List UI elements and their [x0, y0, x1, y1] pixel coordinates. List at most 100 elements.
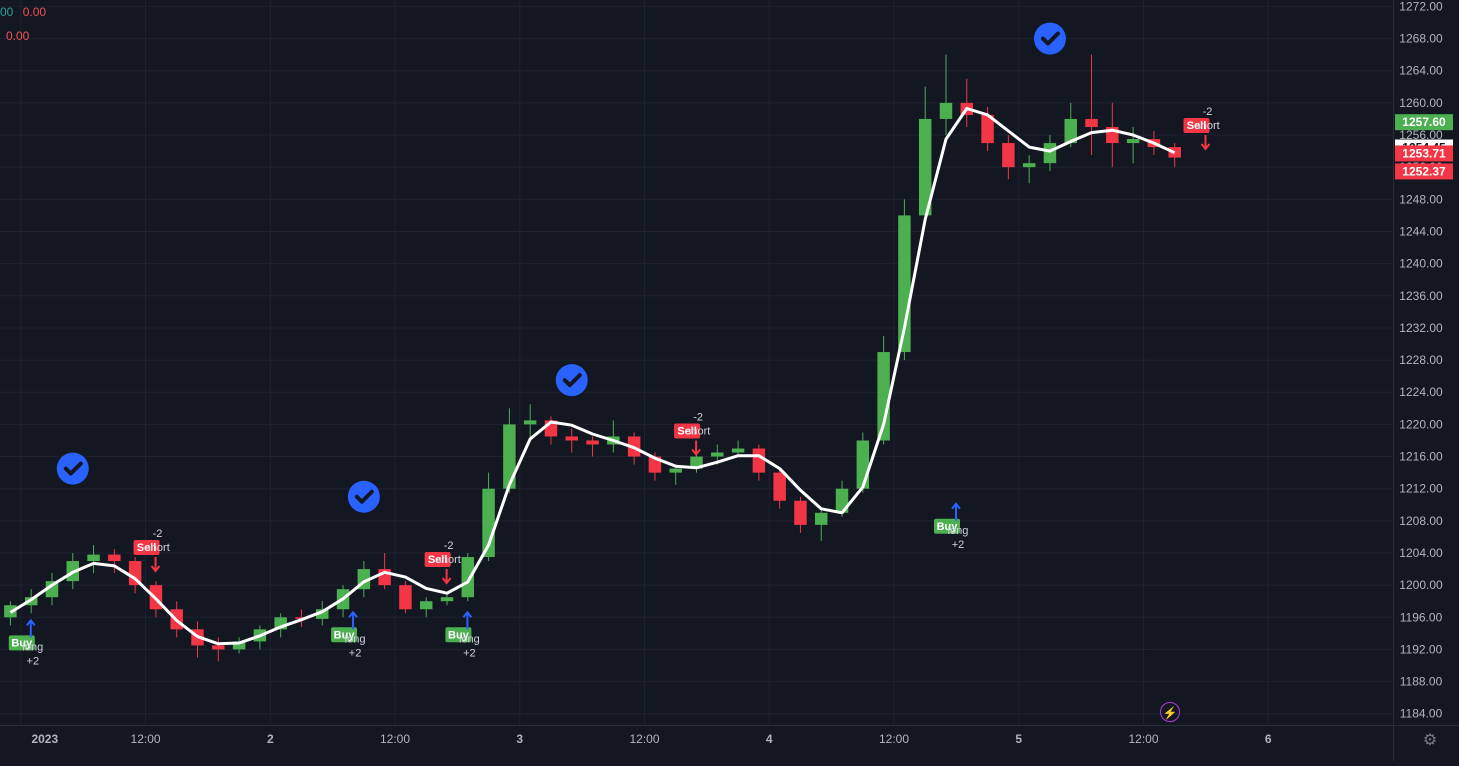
candle-body — [877, 352, 890, 441]
order-text: short — [145, 542, 169, 554]
y-tick-label: 1224.00 — [1399, 385, 1443, 399]
buy-arrow-icon — [951, 502, 961, 521]
x-tick-label: 12:00 — [380, 732, 410, 746]
buy-label-text: Buy — [937, 521, 959, 533]
order-text: long — [459, 633, 480, 645]
grid — [0, 0, 1393, 725]
order-text: short — [436, 554, 460, 566]
qty-text: -2 — [153, 528, 163, 540]
y-tick-label: 1268.00 — [1399, 32, 1443, 46]
sell-label-text: Sell — [137, 542, 157, 554]
lightning-icon[interactable]: ⚡ — [1160, 702, 1180, 722]
qty-text: +2 — [952, 539, 965, 551]
buy-arrow-icon — [26, 618, 36, 638]
x-tick-label: 12:00 — [131, 732, 161, 746]
y-tick-label: 1240.00 — [1399, 257, 1443, 271]
check-mark — [562, 373, 582, 388]
check-mark — [63, 461, 83, 476]
y-tick-label: 1204.00 — [1399, 546, 1443, 560]
order-text: long — [948, 525, 969, 537]
order-text: long — [345, 633, 366, 645]
check-circle-icon — [555, 364, 588, 397]
check-mark — [1040, 31, 1060, 46]
buy-label-text: Buy — [11, 637, 33, 649]
sell-label-text: Sell — [677, 425, 697, 437]
y-tick-label: 1260.00 — [1399, 96, 1443, 110]
y-tick-label: 1188.00 — [1400, 675, 1443, 689]
x-tick-label: 4 — [766, 732, 773, 746]
buy-label-text: Buy — [334, 629, 356, 641]
candle-body — [461, 557, 475, 598]
sell-arrow-icon — [150, 556, 161, 573]
x-tick-label: 5 — [1015, 732, 1022, 746]
y-tick-label: 1236.00 — [1399, 289, 1443, 303]
buy-arrow-icon — [462, 610, 473, 630]
candle-body — [711, 452, 724, 457]
sell-label-text: Sell — [1187, 120, 1207, 132]
candle-body — [232, 641, 246, 650]
x-tick-label: 12:00 — [630, 732, 660, 746]
checkmarks — [56, 22, 1066, 513]
ohlc-legend-line-1: 00 0.00 — [0, 5, 52, 19]
candle-body — [212, 645, 225, 650]
buy-arrow-icon — [348, 610, 358, 630]
moving-average — [9, 107, 1176, 646]
x-tick-label: 12:00 — [1128, 732, 1158, 746]
check-circle-bg — [555, 364, 588, 397]
candle-body — [440, 597, 454, 602]
candle-body — [1085, 118, 1098, 127]
check-mark — [354, 489, 374, 504]
buy-label-box — [8, 635, 35, 651]
buy-label-box — [331, 627, 358, 643]
qty-text: -2 — [1203, 106, 1213, 118]
sell-label-box — [1183, 118, 1210, 134]
candle-body — [523, 420, 537, 425]
candle-body — [1043, 143, 1057, 164]
buy-label-text: Buy — [448, 629, 470, 641]
price-label-box — [1395, 145, 1453, 162]
x-tick-label: 6 — [1265, 732, 1272, 746]
gear-icon[interactable]: ⚙ — [1422, 732, 1438, 749]
y-tick-label: 1216.00 — [1399, 450, 1443, 464]
qty-text: +2 — [349, 647, 362, 659]
candle-body — [856, 440, 870, 489]
candle-body — [815, 512, 828, 525]
price-label: 1257.60 — [1395, 114, 1453, 131]
qty-text: -2 — [444, 540, 454, 552]
qty-text: +2 — [27, 655, 40, 667]
y-tick-label: 1196.00 — [1400, 610, 1443, 624]
candle-body — [1022, 163, 1036, 168]
x-tick-label: 2 — [267, 732, 274, 746]
price-label: 1253.71 — [1395, 145, 1453, 162]
price-label: 1252.37 — [1395, 163, 1453, 180]
order-text: short — [1195, 120, 1219, 132]
sell-label-box — [424, 552, 451, 568]
y-tick-label: 1192.00 — [1400, 642, 1443, 656]
order-text: long — [22, 641, 43, 653]
legend-value-2: 0.00 — [22, 5, 47, 19]
time-axis-separator — [0, 725, 1459, 726]
price-label-text: 1252.37 — [1402, 164, 1446, 178]
sell-arrow-icon — [441, 569, 452, 585]
y-tick-label: 1184.00 — [1400, 707, 1443, 721]
candle-body — [128, 561, 142, 586]
candle-body — [45, 581, 59, 598]
candle-body — [731, 448, 745, 453]
y-tick-label: 1232.00 — [1399, 321, 1443, 335]
candle-body — [565, 436, 578, 441]
candle-body — [586, 440, 599, 445]
price-label-text: 1257.60 — [1402, 115, 1446, 129]
candle-body — [981, 114, 994, 144]
y-tick-label: 1272.00 — [1399, 0, 1443, 13]
ohlc-legend-line-2: 0.00 — [6, 29, 35, 43]
sell-label-box — [674, 423, 701, 439]
check-circle-bg — [1033, 22, 1066, 55]
buy-label-box — [445, 627, 472, 643]
